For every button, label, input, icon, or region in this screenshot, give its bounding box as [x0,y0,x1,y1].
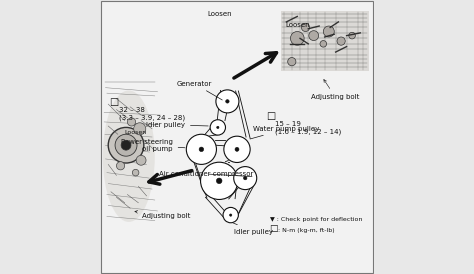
Circle shape [217,126,219,129]
Text: 32 – 38
(3.3 – 3.9, 24 – 28): 32 – 38 (3.3 – 3.9, 24 – 28) [119,107,185,121]
Circle shape [323,26,334,37]
Circle shape [132,169,139,176]
Circle shape [117,162,125,170]
Text: ▼ : Check point for deflection: ▼ : Check point for deflection [270,216,362,222]
Circle shape [291,32,304,45]
Circle shape [288,58,296,66]
Bar [281,11,368,71]
Text: Loosen: Loosen [125,130,147,135]
Circle shape [244,176,247,180]
Text: Loosen: Loosen [285,22,310,28]
Text: □: □ [109,98,119,107]
Ellipse shape [103,90,155,222]
Circle shape [226,100,229,103]
Circle shape [108,127,144,163]
Circle shape [224,136,250,162]
Circle shape [210,120,226,135]
Text: Adjusting bolt: Adjusting bolt [311,79,359,100]
Text: Water pump pulley: Water pump pulley [250,126,319,139]
Circle shape [115,134,137,156]
Text: Loosen: Loosen [207,12,231,18]
Circle shape [234,167,257,190]
Text: □: □ [266,111,275,121]
Circle shape [121,140,131,150]
Circle shape [349,32,356,39]
Text: Generator: Generator [176,81,222,100]
Text: 15 – 19
(1.6 – 1.9, 12 – 14): 15 – 19 (1.6 – 1.9, 12 – 14) [275,121,342,135]
Text: Power steering
oil pump: Power steering oil pump [121,139,185,152]
Text: : N-m (kg-m, ft-lb): : N-m (kg-m, ft-lb) [278,227,334,233]
Circle shape [136,155,146,165]
Circle shape [134,123,146,135]
Text: □: □ [269,224,278,233]
Circle shape [223,207,238,223]
Circle shape [235,147,239,151]
Circle shape [301,23,310,32]
Circle shape [186,134,217,164]
Text: Idler pulley: Idler pulley [146,122,208,128]
Circle shape [199,147,204,152]
Text: Adjusting bolt: Adjusting bolt [135,210,191,219]
Circle shape [229,214,232,216]
Text: Idler pulley: Idler pulley [233,223,273,235]
Circle shape [309,31,319,41]
Circle shape [128,118,136,126]
Text: Air conditioner compressor: Air conditioner compressor [159,171,254,177]
Circle shape [217,178,222,184]
Circle shape [320,41,327,47]
Circle shape [337,37,345,45]
Circle shape [201,162,238,199]
Circle shape [216,90,239,113]
